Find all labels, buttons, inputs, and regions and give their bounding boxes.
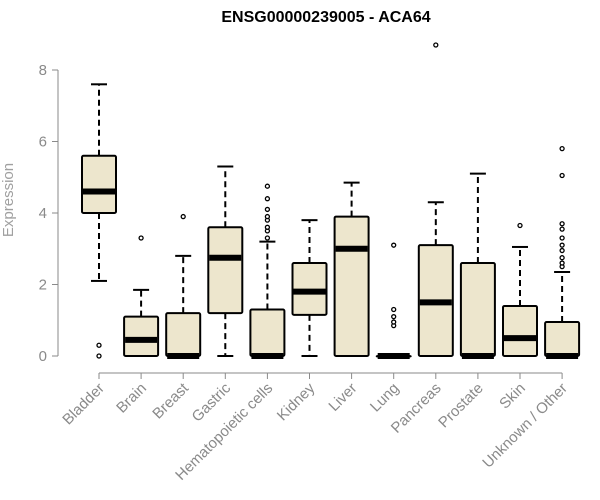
x-tick-label: Kidney (274, 379, 319, 424)
outlier-point (559, 235, 565, 241)
outlier-point (391, 314, 397, 320)
box-pancreas (417, 42, 454, 357)
outlier-point (264, 196, 271, 202)
outlier-point (391, 242, 397, 248)
box-body (207, 226, 244, 315)
x-tick-label: Breast (149, 379, 192, 422)
y-tick-label: 2 (39, 277, 47, 294)
outlier-point (96, 342, 102, 348)
outlier-point (559, 255, 565, 261)
outlier-point (433, 42, 439, 48)
box-bladder (81, 83, 117, 359)
box-prostate (459, 172, 496, 359)
outlier-point (559, 226, 565, 232)
outlier-point (559, 247, 565, 254)
box-hematopoietic-cells (249, 183, 286, 359)
box-body (165, 312, 202, 358)
box-unknown-other (544, 145, 581, 359)
box-body (544, 321, 581, 358)
box-body (333, 215, 370, 357)
outlier-point (559, 260, 565, 266)
box-body (123, 315, 160, 357)
box-breast (165, 213, 202, 359)
box-brain (123, 235, 160, 357)
x-tick-label: Lung (367, 380, 403, 416)
chart-title: ENSG00000239005 - ACA64 (221, 9, 430, 26)
outlier-point (264, 213, 271, 220)
boxes (81, 42, 581, 359)
y-tick-label: 0 (39, 348, 47, 365)
box-body (81, 154, 117, 215)
box-body (459, 262, 496, 357)
outlier-point (264, 235, 271, 241)
outlier-point (264, 206, 271, 213)
x-tick-label: Bladder (59, 380, 108, 429)
outlier-point (264, 224, 271, 230)
outlier-point (391, 319, 397, 325)
box-lung (375, 242, 412, 359)
y-axis-label: Expression (0, 163, 17, 237)
box-liver (333, 181, 370, 357)
outlier-point (180, 213, 186, 220)
box-body (249, 308, 286, 357)
outlier-point (559, 221, 565, 227)
box-skin (502, 222, 538, 358)
outlier-point (517, 222, 523, 229)
outlier-point (559, 145, 565, 152)
outlier-point (559, 242, 565, 248)
x-tick-label: Skin (496, 380, 529, 413)
outlier-point (96, 353, 102, 359)
y-tick-label: 8 (39, 62, 47, 79)
outlier-point (559, 172, 565, 179)
y-tick-label: 6 (39, 134, 47, 151)
outlier-point (138, 235, 144, 241)
x-tick-label: Liver (325, 380, 360, 415)
outlier-point (264, 183, 271, 189)
x-tick-label: Brain (113, 380, 150, 417)
box-gastric (207, 165, 244, 357)
outlier-point (391, 306, 397, 313)
x-tick-label: Prostate (435, 380, 487, 432)
box-kidney (291, 219, 328, 357)
box-body (502, 304, 538, 358)
y-tick-label: 4 (39, 205, 47, 222)
